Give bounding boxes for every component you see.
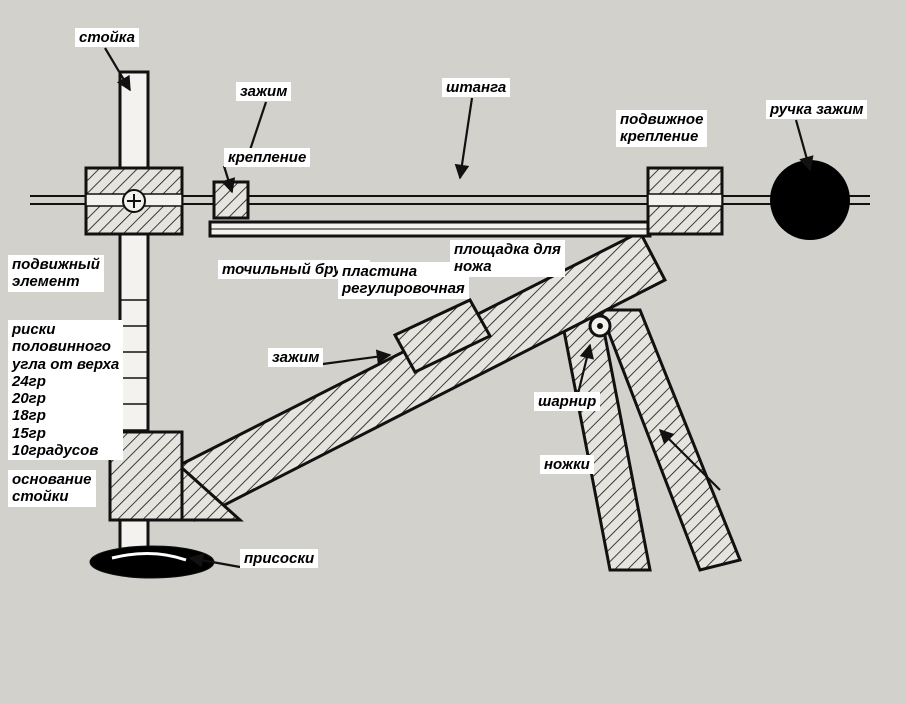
label-stand_top: стойка [75, 28, 139, 47]
arrow-rod [460, 98, 472, 178]
label-suction: присоски [240, 549, 318, 568]
suction-cup [90, 546, 214, 578]
label-sliding_mount: подвижное крепление [616, 110, 707, 147]
label-angle_marks: риски половинного угла от верха 24гр 20г… [8, 320, 123, 460]
label-mounting: крепление [224, 148, 310, 167]
label-clamp_mid: зажим [268, 348, 323, 367]
handle-ball [770, 160, 850, 240]
label-sliding_elem: подвижный элемент [8, 255, 104, 292]
label-knife_plate: площадка для ножа [450, 240, 565, 277]
label-stand_base: основание стойки [8, 470, 96, 507]
label-clamp_top: зажим [236, 82, 291, 101]
label-hinge: шарнир [534, 392, 600, 411]
label-rod: штанга [442, 78, 510, 97]
diagram-stage: стойка зажим крепление штанга подвижное креп… [0, 0, 906, 704]
label-legs: ножки [540, 455, 594, 474]
arrow-stand_top [105, 48, 130, 90]
label-handle_clamp: ручка зажим [766, 100, 867, 119]
